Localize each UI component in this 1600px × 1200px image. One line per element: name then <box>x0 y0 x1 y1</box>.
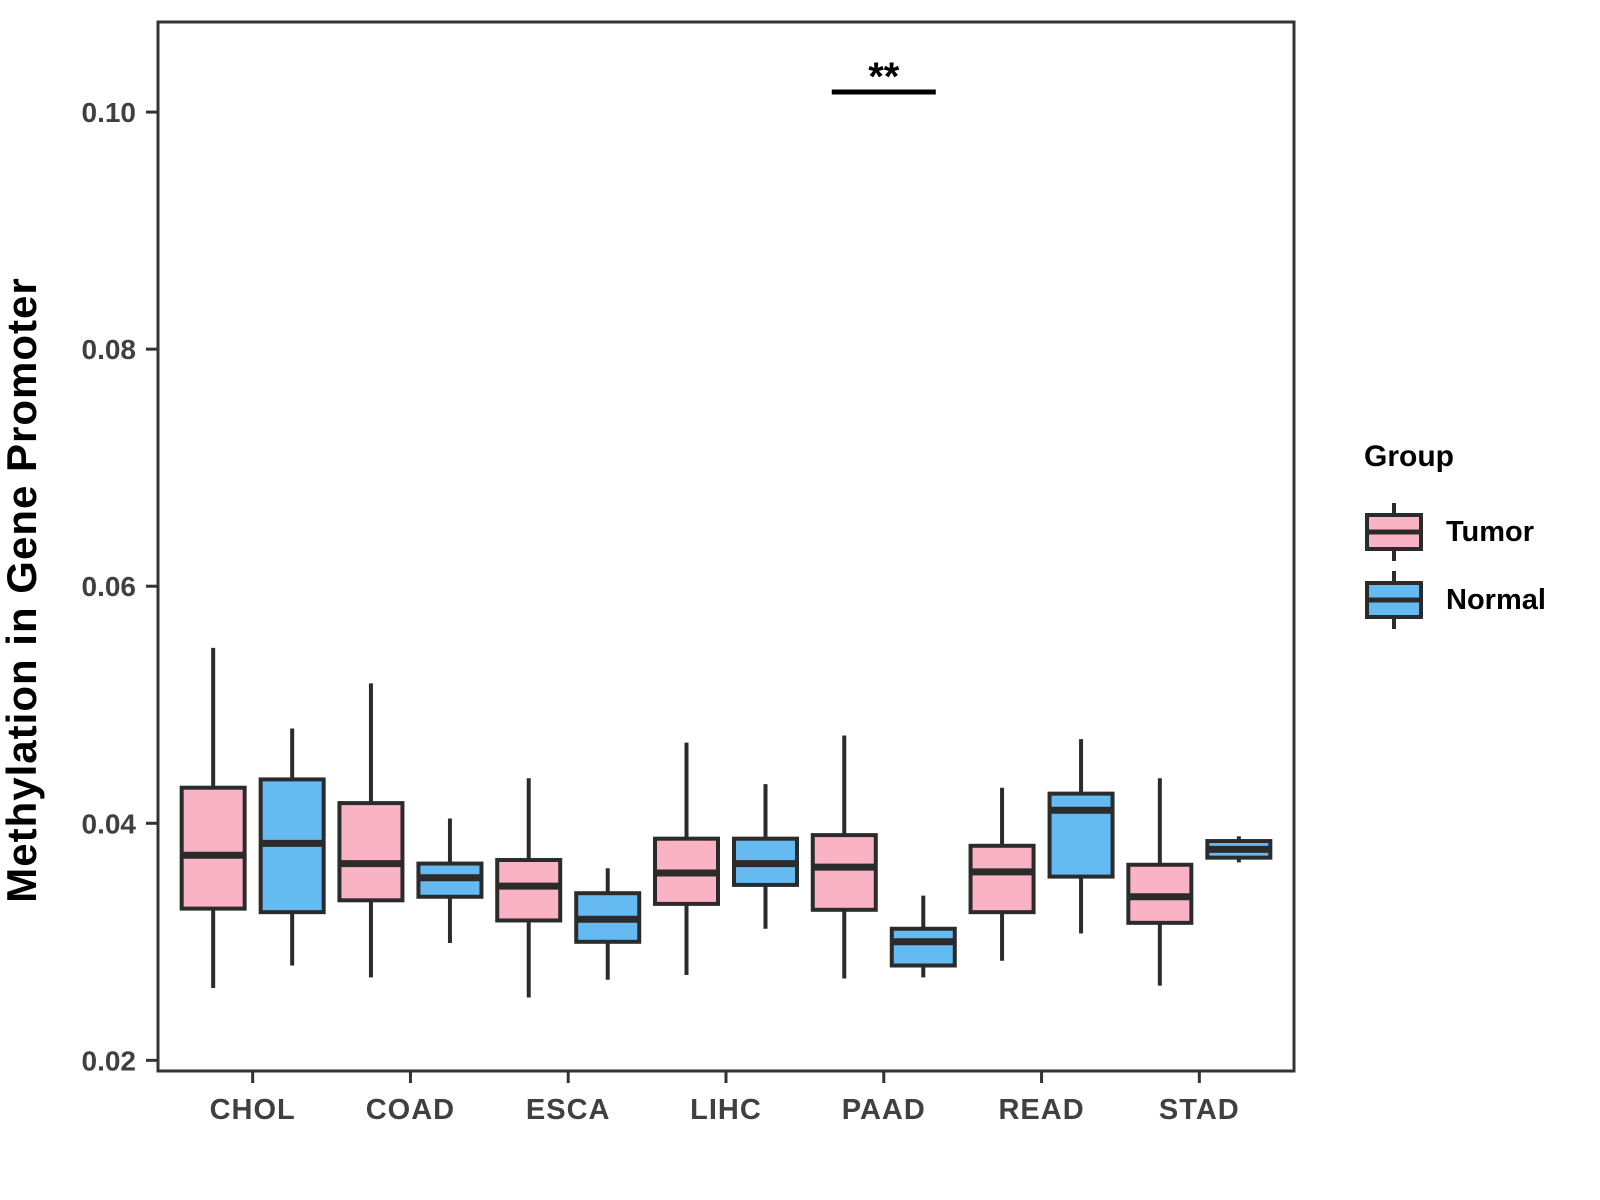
x-tick-label: PAAD <box>842 1094 926 1126</box>
box-esca-tumor <box>495 858 563 923</box>
box-paad-normal <box>889 926 957 968</box>
x-tick-label: COAD <box>366 1094 455 1126</box>
y-tick-label: 0.06 <box>82 571 137 602</box>
legend-item-label: Normal <box>1446 583 1546 616</box>
significance-stars: ** <box>868 55 900 99</box>
legend-item-label: Tumor <box>1446 515 1535 548</box>
legend: Group Tumor Normal <box>1358 440 1546 634</box>
x-tick-label: CHOL <box>210 1094 296 1126</box>
y-tick-label: 0.02 <box>82 1045 137 1076</box>
boxplot-key-icon <box>1365 503 1423 561</box>
box-read-normal <box>1047 791 1115 879</box>
box-chol-tumor <box>179 785 247 911</box>
plot-panel <box>156 20 1296 1073</box>
box-paad-tumor <box>810 833 878 912</box>
x-tick-label: STAD <box>1159 1094 1240 1126</box>
legend-item-tumor: Tumor <box>1358 498 1546 566</box>
legend-title: Group <box>1364 440 1454 473</box>
box-coad-tumor <box>337 801 405 903</box>
y-tick-label: 0.04 <box>82 808 137 839</box>
y-axis-title: Methylation in Gene Promoter <box>0 277 45 902</box>
x-tick-label: ESCA <box>526 1094 611 1126</box>
y-tick-label: 0.08 <box>82 334 137 365</box>
x-tick-label: LIHC <box>690 1094 762 1126</box>
x-tick-label: READ <box>998 1094 1084 1126</box>
boxplot-key-icon <box>1365 571 1423 629</box>
y-tick-label: 0.10 <box>82 97 137 128</box>
box-read-tumor <box>968 843 1036 915</box>
legend-item-normal: Normal <box>1358 566 1546 634</box>
